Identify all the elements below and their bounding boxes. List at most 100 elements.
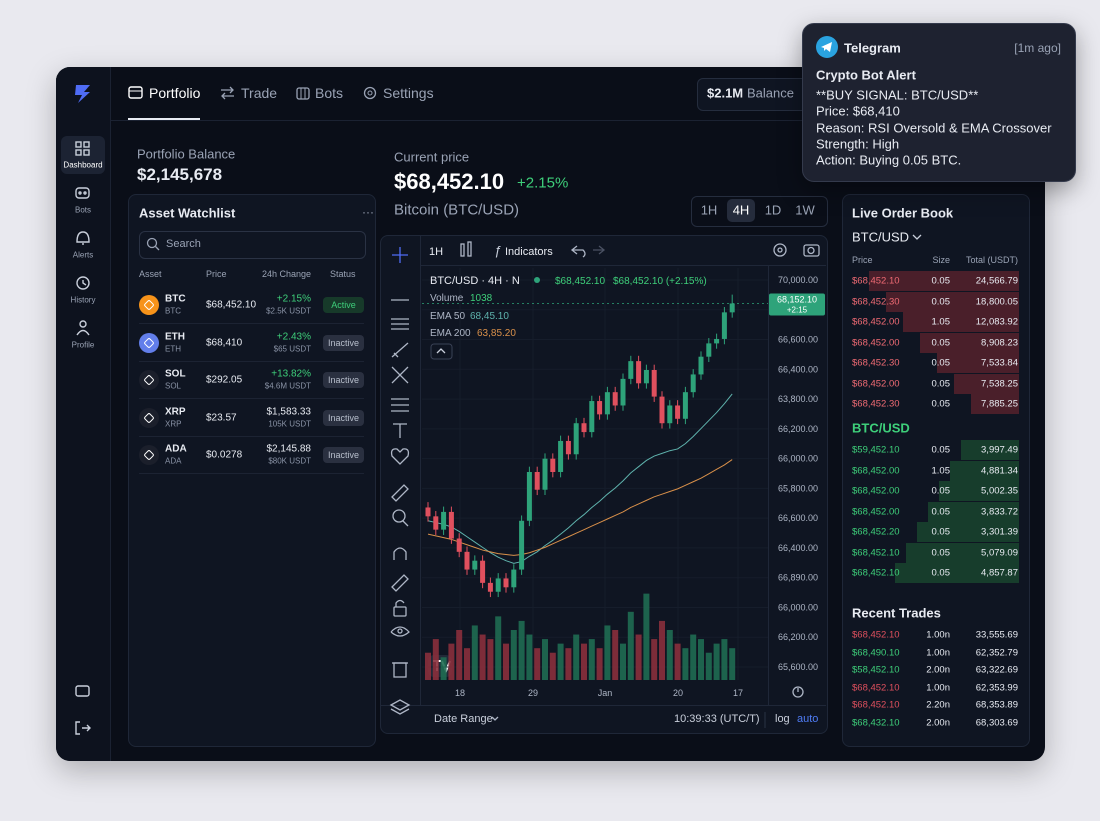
volume-bar <box>440 657 447 680</box>
asset-change: $1,583.33 <box>266 406 312 417</box>
auto-toggle[interactable]: auto <box>797 713 818 725</box>
volume-bar <box>495 616 502 680</box>
search-icon <box>146 237 160 251</box>
volume-bar <box>643 593 650 680</box>
depth-bar <box>903 312 1019 332</box>
ob-size: 0.05 <box>931 398 951 410</box>
indicators-button[interactable]: Indicators <box>505 246 553 258</box>
trades-title: Recent Trades <box>852 605 941 621</box>
candle-body <box>519 520 525 570</box>
ob-price: $68,452.00 <box>852 378 900 389</box>
candle-body <box>558 440 564 472</box>
legend-ema-value: 68,45.10 <box>470 311 509 322</box>
timeframe[interactable]: 1W <box>795 202 815 218</box>
coin-icon <box>139 407 159 428</box>
timeframe[interactable]: 1H <box>700 202 718 218</box>
candle-body <box>690 374 696 393</box>
chart-time: 10:39:33 (UTC/T) <box>674 713 760 725</box>
candle-body <box>472 560 478 570</box>
status-badge <box>323 297 364 313</box>
interval: 1H <box>429 246 443 258</box>
volume-bar <box>729 648 736 680</box>
nav-item[interactable]: Bots <box>315 85 344 101</box>
sidebar-label: Dashboard <box>63 160 103 170</box>
price-value: $68,452.10 <box>394 169 505 194</box>
ob-total: 24,566.79 <box>975 275 1018 287</box>
ob-price: $68,452.20 <box>852 526 900 538</box>
volume-bar <box>464 648 470 680</box>
notification-title: Crypto Bot Alert <box>816 67 916 83</box>
asset-status: Inactive <box>327 337 360 348</box>
trade-size: 1.00n <box>926 647 950 658</box>
topbar-divider <box>111 120 1045 121</box>
volume-bar <box>698 639 704 680</box>
notification-line: Action: Buying 0.05 BTC. <box>816 152 962 168</box>
volume-bar <box>573 634 580 680</box>
telegram-notification[interactable]: Telegram [1m ago] Crypto Bot Alert **BUY… <box>802 23 1076 182</box>
trade-size: 1.00n <box>926 629 950 641</box>
fx-icon: ƒ <box>494 243 501 258</box>
y-tick-label: 65,600.00 <box>778 662 818 672</box>
candle-body <box>643 370 649 384</box>
ob-price: $68,452.30 <box>852 357 900 369</box>
log-toggle[interactable]: log <box>775 713 790 725</box>
asset-change: +2.15% <box>276 293 311 305</box>
nav-item[interactable]: Portfolio <box>149 85 201 101</box>
candle-body <box>589 401 595 433</box>
ob-size: 0.05 <box>931 547 951 558</box>
y-tick-label: 70,000.00 <box>778 275 818 285</box>
volume-bar <box>503 643 509 680</box>
balance-box[interactable] <box>697 78 819 111</box>
asset-name: XRP <box>165 419 182 428</box>
sidebar <box>56 67 111 761</box>
footer-divider <box>381 705 826 706</box>
coin-icon <box>139 295 159 315</box>
timeframe[interactable]: 1D <box>764 202 782 218</box>
trade-size: 2.00n <box>926 664 950 676</box>
volume-bar <box>620 643 626 680</box>
asset-change: +13.82% <box>271 368 311 380</box>
ob-price: $68,452.00 <box>852 316 900 328</box>
timeframe-group <box>691 196 828 227</box>
depth-bar <box>971 394 1019 414</box>
column-header: Status <box>330 269 356 279</box>
price-change: +2.15% <box>517 174 569 192</box>
watchlist-menu[interactable]: ··· <box>362 205 374 219</box>
row-divider <box>139 473 364 474</box>
chart-title: BTC/USD · 4H · N <box>430 275 520 287</box>
status-badge <box>323 334 364 351</box>
trade-price: $68,452.10 <box>852 699 900 711</box>
timeframe[interactable]: 4H <box>732 202 750 218</box>
candle-body <box>682 392 688 419</box>
candle-body <box>542 458 548 490</box>
candle-body <box>573 423 579 455</box>
orderbook-pair[interactable]: BTC/USD <box>852 229 910 245</box>
ob-total: 5,079.09 <box>981 547 1018 558</box>
y-tick-label: 66,000.00 <box>778 602 818 612</box>
volume-bar <box>588 639 595 680</box>
ob-price: $68,452.00 <box>852 337 900 348</box>
status-badge <box>323 447 364 463</box>
trade-total: 68,353.89 <box>975 699 1018 711</box>
candle-body <box>698 356 704 375</box>
search-box[interactable] <box>139 231 366 259</box>
nav-underline <box>128 118 200 120</box>
depth-bar <box>886 291 1019 312</box>
asset-volume: $65 USDT <box>273 344 311 353</box>
nav-item[interactable]: Settings <box>383 85 434 101</box>
nav-item[interactable]: Trade <box>241 85 278 101</box>
timeframe-active <box>727 199 755 222</box>
legend-ema-value: 63,85.20 <box>477 328 516 339</box>
volume-bar <box>627 611 634 680</box>
logo <box>75 85 90 103</box>
notification-app: Telegram <box>844 40 901 56</box>
ob-size: 0.05 <box>931 275 951 287</box>
date-range[interactable]: Date Range <box>434 713 493 725</box>
candle-body <box>612 392 618 406</box>
sidebar-active <box>61 136 105 174</box>
depth-bar <box>928 501 1019 522</box>
volume-bar <box>674 643 681 680</box>
nav-icon <box>363 86 377 100</box>
candle-body <box>729 303 735 313</box>
ob-total: 3,301.39 <box>981 526 1018 538</box>
